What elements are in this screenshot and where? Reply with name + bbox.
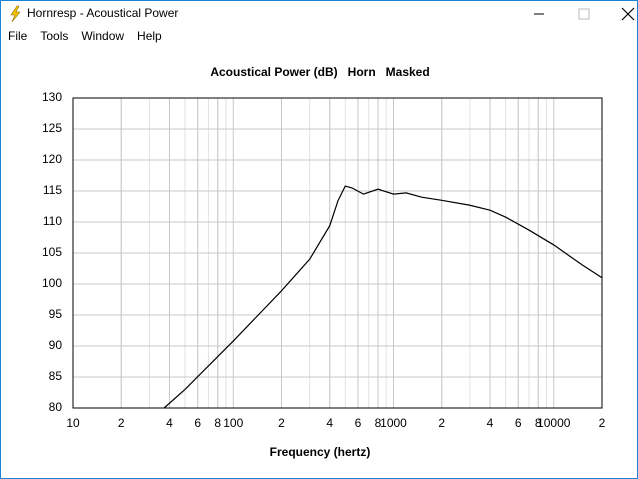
y-tick-label: 100 [42,276,62,290]
y-tick-label: 90 [49,338,63,352]
x-tick-label: 8 [214,416,221,430]
x-tick-label: 4 [326,416,333,430]
x-tick-label: 4 [487,416,494,430]
x-tick-label: 4 [166,416,173,430]
x-tick-label: 2 [438,416,445,430]
window-controls[interactable] [517,1,637,27]
x-tick-label: 8 [375,416,382,430]
y-tick-label: 95 [49,307,63,321]
x-tick-label: 10000 [537,416,571,430]
y-tick-label: 130 [42,90,62,104]
menu-item[interactable]: Tools [40,29,69,43]
x-tick-label: 2 [278,416,285,430]
app-icon [10,5,21,23]
y-tick-label: 85 [49,369,63,383]
x-tick-label: 6 [355,416,362,430]
menu-bar: File Tools Window Help [1,27,637,45]
y-tick-label: 125 [42,121,62,135]
menu-item[interactable]: Help [137,29,162,43]
chart: Acoustical Power (dB) Horn Masked Freque… [42,65,606,459]
x-axis-label: Frequency (hertz) [270,445,371,459]
line-series [163,185,603,409]
menu-item[interactable]: File [8,29,28,43]
title-bar: Hornresp - Acoustical Power [1,1,637,27]
x-tick-label: 6 [515,416,522,430]
x-tick-label: 6 [194,416,201,430]
x-tick-label: 2 [118,416,125,430]
x-tick-label: 2 [599,416,606,430]
plot-frame [72,97,603,409]
y-tick-label: 115 [43,183,62,197]
chart-title: Acoustical Power (dB) Horn Masked [210,65,429,79]
y-tick-label: 120 [42,152,62,166]
y-tick-label: 110 [43,214,62,228]
y-tick-label: 80 [49,400,63,414]
x-tick-label: 8 [535,416,542,430]
x-tick-label: 100 [223,416,243,430]
x-tick-label: 1000 [380,416,407,430]
x-tick-label: 10 [66,416,80,430]
menu-item[interactable]: Window [81,29,125,43]
window-title: Hornresp - Acoustical Power [27,6,179,20]
y-tick-label: 105 [42,245,62,259]
